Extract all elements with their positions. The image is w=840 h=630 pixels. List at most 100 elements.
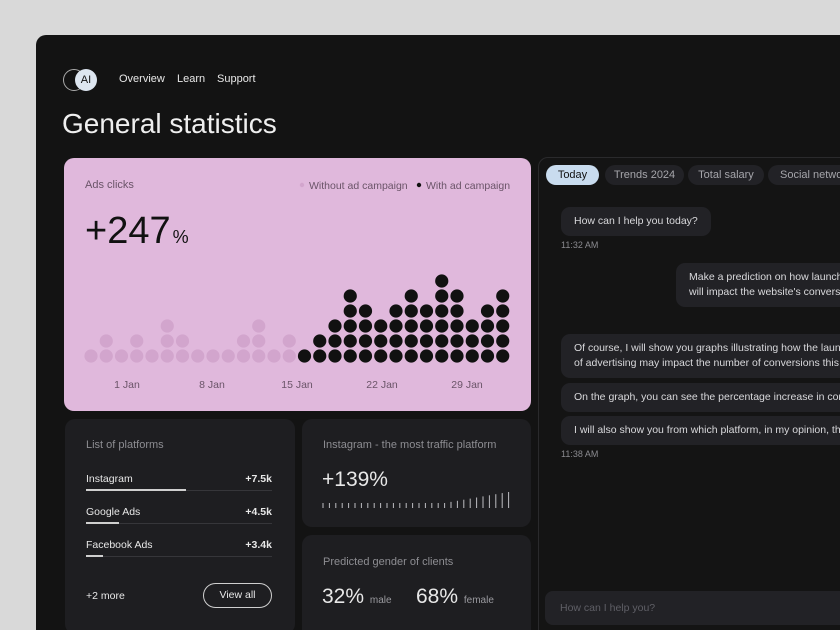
dot bbox=[343, 289, 357, 303]
tick-strip bbox=[322, 492, 510, 508]
button[interactable]: View all bbox=[203, 583, 272, 608]
dot bbox=[236, 334, 251, 348]
platform-value: +7.5k bbox=[245, 473, 272, 485]
legend-label: With ad campaign bbox=[426, 180, 510, 192]
dot bbox=[221, 349, 235, 363]
dot bbox=[374, 349, 388, 363]
line: Of course, I will show you graphs illust… bbox=[574, 342, 840, 354]
dot bbox=[313, 334, 327, 348]
dot bbox=[130, 334, 144, 348]
dot bbox=[404, 334, 418, 348]
tab[interactable]: Total salary bbox=[688, 165, 764, 185]
dot bbox=[450, 349, 464, 363]
dot bbox=[450, 289, 464, 303]
line: of advertising may impact the number of … bbox=[574, 357, 839, 369]
card-title: Instagram - the most traffic platform bbox=[323, 439, 497, 451]
dot bbox=[435, 289, 449, 303]
dot bbox=[389, 304, 403, 318]
nav-link[interactable]: Learn bbox=[177, 73, 206, 85]
dot bbox=[252, 349, 266, 363]
page-title: General statistics bbox=[62, 108, 277, 139]
x-label: 8 Jan bbox=[199, 379, 225, 391]
x-label: 29 Jan bbox=[451, 379, 483, 391]
dot bbox=[206, 349, 220, 363]
dot bbox=[328, 334, 342, 348]
unit: % bbox=[172, 227, 189, 247]
dot bbox=[496, 304, 510, 318]
dot bbox=[282, 349, 296, 363]
dot bbox=[419, 319, 434, 333]
dot bbox=[343, 349, 357, 363]
chat-input[interactable]: How can I help you? bbox=[545, 591, 840, 625]
dot bbox=[267, 349, 281, 363]
line: I will also show you from which platform… bbox=[574, 424, 840, 436]
dot bbox=[358, 349, 373, 363]
line: Make a prediction on how launch bbox=[689, 271, 840, 283]
dot bbox=[99, 349, 113, 363]
stat: 32% male bbox=[322, 585, 392, 609]
message: On the graph, you can see the percentage… bbox=[561, 383, 840, 412]
big-value: +247% bbox=[85, 210, 189, 253]
value: +247 bbox=[85, 210, 171, 252]
dot bbox=[175, 334, 190, 348]
platforms-card: List of platforms Instagram +7.5k Google A… bbox=[65, 419, 295, 630]
instagram-card: Instagram - the most traffic platform +1… bbox=[302, 419, 531, 527]
big-value: +139% bbox=[322, 468, 388, 491]
nav-link[interactable]: Support bbox=[217, 73, 256, 85]
tab[interactable]: Today bbox=[546, 165, 599, 185]
dot bbox=[84, 349, 98, 363]
dot bbox=[419, 334, 434, 348]
line: How can I help you today? bbox=[574, 215, 698, 227]
dot bbox=[160, 334, 174, 348]
dot bbox=[480, 319, 495, 333]
nav-link[interactable]: Overview bbox=[119, 73, 165, 85]
track bbox=[86, 556, 272, 557]
dot bbox=[465, 349, 479, 363]
dot bbox=[175, 349, 190, 363]
dot bbox=[419, 304, 434, 318]
dot bbox=[328, 349, 342, 363]
dot bbox=[435, 319, 449, 333]
dot bbox=[404, 319, 418, 333]
dot bbox=[480, 334, 495, 348]
dot bbox=[130, 349, 144, 363]
dot bbox=[404, 304, 418, 318]
dot bbox=[496, 289, 510, 303]
more[interactable]: +2 more bbox=[86, 590, 125, 602]
dot bbox=[496, 349, 510, 363]
value: 68% bbox=[416, 585, 459, 608]
dot bbox=[343, 319, 357, 333]
dot bbox=[328, 319, 342, 333]
dot bbox=[435, 334, 449, 348]
dot bbox=[480, 349, 495, 363]
dot bbox=[236, 349, 251, 363]
card-title: Predicted gender of clients bbox=[323, 556, 454, 568]
stat: 68% female bbox=[416, 585, 494, 609]
dot bbox=[160, 349, 174, 363]
label: male bbox=[369, 595, 392, 606]
message: How can I help you today? bbox=[561, 207, 711, 236]
dot bbox=[419, 349, 434, 363]
message: I will also show you from which platform… bbox=[561, 416, 840, 445]
label: female bbox=[463, 595, 494, 606]
progress bbox=[86, 555, 103, 557]
dot bbox=[496, 334, 510, 348]
tab[interactable]: Social network bbox=[768, 165, 840, 185]
dot bbox=[465, 334, 479, 348]
dot bbox=[160, 319, 174, 333]
x-label: 22 Jan bbox=[366, 379, 398, 391]
x-label: 15 Jan bbox=[281, 379, 313, 391]
line: will impact the website's convers bbox=[689, 286, 840, 298]
logo: AI bbox=[75, 69, 97, 91]
platform-name: Google Ads bbox=[86, 506, 141, 518]
line: On the graph, you can see the percentage… bbox=[574, 391, 840, 403]
dot bbox=[480, 304, 495, 318]
dot bbox=[450, 334, 464, 348]
dot bbox=[374, 319, 388, 333]
dot bbox=[496, 319, 510, 333]
dot bbox=[435, 274, 449, 288]
dot bbox=[389, 334, 403, 348]
message: Of course, I will show you graphs illust… bbox=[561, 334, 840, 378]
tab[interactable]: Trends 2024 bbox=[605, 165, 684, 185]
dot bbox=[358, 319, 373, 333]
